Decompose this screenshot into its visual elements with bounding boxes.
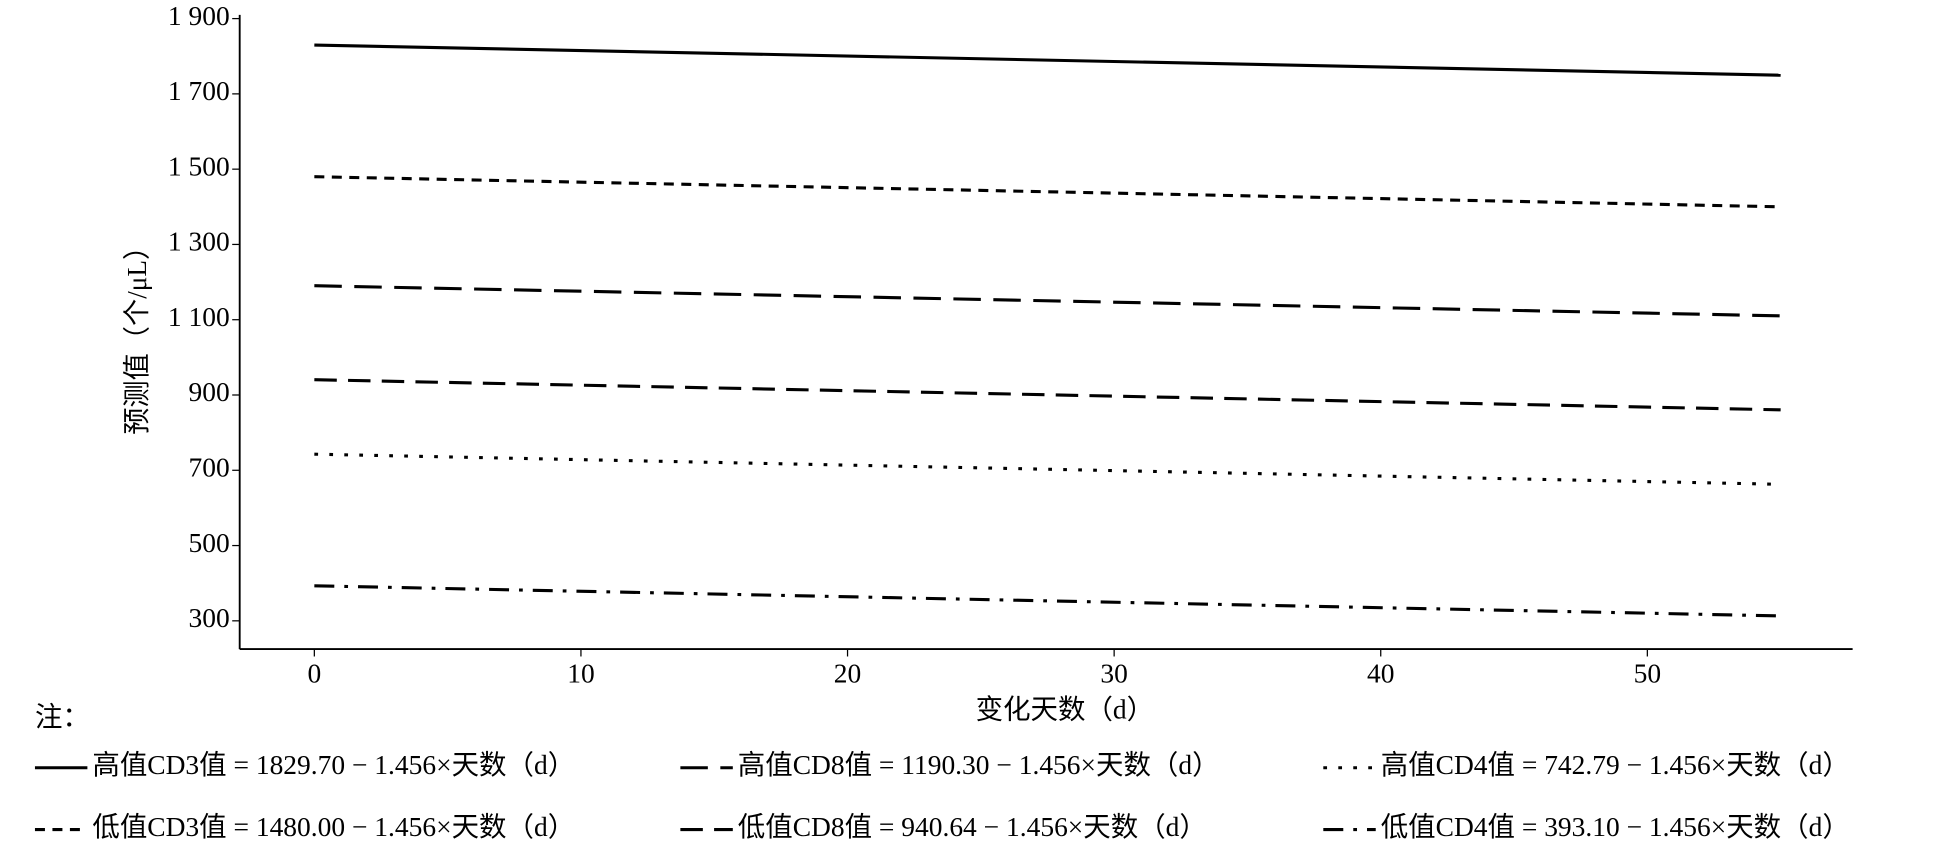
y-tick-label: 1 100	[168, 302, 230, 332]
y-tick-label: 1 300	[168, 227, 230, 257]
note: 注：	[35, 702, 90, 732]
x-tick-label: 30	[1100, 659, 1127, 689]
x-tick-label: 50	[1634, 659, 1661, 689]
y-tick-label: 300	[189, 603, 230, 633]
legend-label: 高值CD4值 = 742.79 − 1.456×天数（d）	[1381, 750, 1850, 780]
series-line	[314, 452, 1781, 486]
series-line	[314, 175, 1781, 209]
y-tick-label: 500	[189, 528, 230, 558]
legend-label: 高值CD3值 = 1829.70 − 1.456×天数（d）	[92, 750, 575, 780]
x-tick-label: 0	[307, 659, 321, 689]
legend-label: 低值CD4值 = 393.10 − 1.456×天数（d）	[1381, 812, 1850, 842]
series-line	[314, 584, 1781, 618]
x-tick-label: 40	[1367, 659, 1394, 689]
y-tick-label: 1 900	[168, 1, 230, 31]
y-tick-label: 1 500	[168, 152, 230, 182]
x-tick-label: 10	[567, 659, 594, 689]
legend-label: 低值CD8值 = 940.64 − 1.456×天数（d）	[738, 812, 1207, 842]
x-tick-label: 20	[834, 659, 861, 689]
y-tick-label: 1 700	[168, 76, 230, 106]
series-line	[314, 284, 1781, 318]
y-axis-label: 预测值（个/μL）	[122, 233, 152, 435]
series-line	[314, 43, 1781, 77]
legend-label: 高值CD8值 = 1190.30 − 1.456×天数（d）	[738, 750, 1220, 780]
x-axis-label: 变化天数（d）	[976, 694, 1155, 724]
y-tick-label: 900	[189, 377, 230, 407]
legend-label: 低值CD3值 = 1480.00 − 1.456×天数（d）	[92, 812, 575, 842]
series-line	[314, 378, 1781, 412]
y-tick-label: 700	[189, 453, 230, 483]
